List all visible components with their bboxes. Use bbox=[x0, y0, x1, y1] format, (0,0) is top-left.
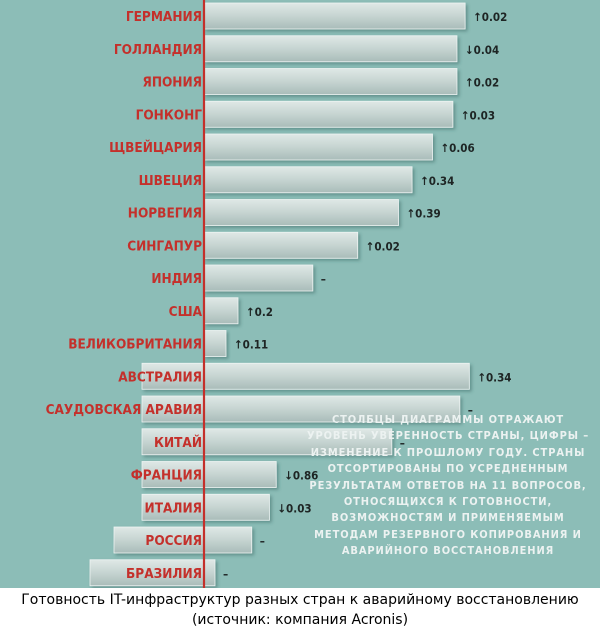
category-label: ИТАЛИЯ bbox=[145, 500, 202, 516]
bar-chart: ГЕРМАНИЯ ГОЛЛАНДИЯ ЯПОНИЯ ГОНКОНГ ЩВЕЙЦАРИЯ Ш… bbox=[46, 0, 512, 588]
change-label: ↑0.02 bbox=[473, 10, 507, 24]
bar bbox=[203, 264, 314, 292]
category-label: САУДОВСКАЯ АРАВИЯ bbox=[46, 402, 202, 418]
change-label: ↑0.02 bbox=[366, 239, 400, 253]
change-label: ↓0.86 bbox=[284, 469, 318, 483]
bar bbox=[203, 2, 466, 30]
figure-caption: Готовность IT-инфраструктур разных стран… bbox=[21, 592, 579, 628]
change-label: – bbox=[400, 436, 405, 450]
category-label: ФРАНЦИЯ bbox=[131, 468, 202, 484]
category-label: БРАЗИЛИЯ bbox=[126, 566, 202, 582]
category-label: ГОЛЛАНДИЯ bbox=[114, 42, 202, 58]
bar bbox=[141, 362, 470, 390]
category-label: США bbox=[169, 304, 203, 320]
bar bbox=[141, 395, 461, 423]
change-label: – bbox=[223, 567, 228, 581]
change-label: ↑0.2 bbox=[246, 305, 273, 319]
change-label: ↑0.06 bbox=[440, 141, 474, 155]
change-label: – bbox=[260, 534, 265, 548]
category-label: ИНДИЯ bbox=[151, 271, 202, 287]
chart-panel: ГЕРМАНИЯ ГОЛЛАНДИЯ ЯПОНИЯ ГОНКОНГ ЩВЕЙЦАРИЯ Ш… bbox=[0, 0, 600, 588]
change-label: ↑0.39 bbox=[406, 207, 440, 221]
change-label: ↑0.34 bbox=[477, 370, 511, 384]
bar bbox=[203, 297, 239, 325]
bar bbox=[141, 493, 270, 521]
bar bbox=[203, 35, 458, 63]
category-label: ГОНКОНГ bbox=[136, 107, 203, 123]
change-label: ↑0.11 bbox=[234, 338, 268, 352]
bar bbox=[203, 330, 227, 357]
category-label: АВСТРАЛИЯ bbox=[118, 369, 202, 385]
bar bbox=[203, 231, 359, 259]
bar bbox=[203, 199, 399, 226]
bar bbox=[89, 559, 216, 587]
change-label: ↑0.02 bbox=[465, 76, 499, 90]
category-label: СИНГАПУР bbox=[127, 238, 202, 254]
bar bbox=[203, 68, 458, 95]
change-label: – bbox=[468, 403, 473, 417]
category-label: НОРВЕГИЯ bbox=[128, 206, 202, 222]
bar bbox=[203, 100, 454, 128]
bar bbox=[141, 461, 277, 488]
category-label: ЩВЕЙЦАРИЯ bbox=[109, 139, 202, 156]
category-label: ГЕРМАНИЯ bbox=[126, 9, 202, 25]
bar bbox=[203, 166, 413, 194]
category-label: ЯПОНИЯ bbox=[142, 75, 202, 91]
change-label: ↓0.04 bbox=[465, 43, 499, 57]
change-label: – bbox=[321, 272, 326, 286]
category-label: ВЕЛИКОБРИТАНИЯ bbox=[68, 337, 202, 353]
bar bbox=[113, 526, 253, 554]
category-label: КИТАЙ bbox=[154, 434, 202, 451]
change-label: ↑0.34 bbox=[420, 174, 454, 188]
category-label: РОССИЯ bbox=[145, 533, 202, 549]
chart-note: СТОЛБЦЫ ДИАГРАММЫ ОТРАЖАЮТ УРОВЕНЬ УВЕРЕ… bbox=[306, 413, 590, 558]
bar bbox=[203, 133, 433, 161]
category-label: ШВЕЦИЯ bbox=[139, 173, 202, 189]
bar bbox=[141, 428, 393, 456]
change-label: ↓0.03 bbox=[277, 501, 311, 515]
change-label: ↑0.03 bbox=[461, 108, 495, 122]
